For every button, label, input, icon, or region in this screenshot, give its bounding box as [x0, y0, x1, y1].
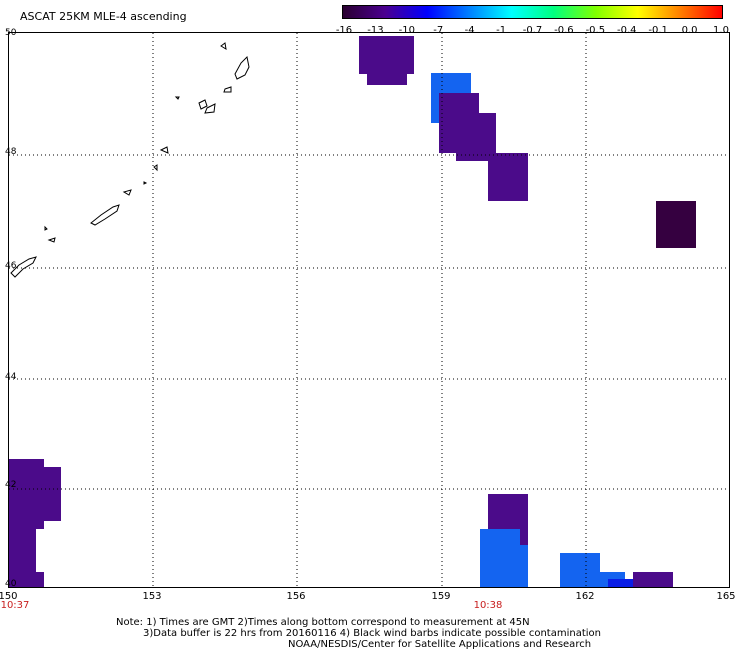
- color-scale-label: -0.1: [648, 25, 668, 36]
- island-outline: [198, 99, 208, 110]
- color-scale-label: -4: [464, 25, 475, 36]
- island-outline: [44, 225, 48, 231]
- swath-cell: [488, 153, 528, 201]
- color-scale-label: -1: [496, 25, 507, 36]
- color-scale-label: -0.5: [585, 25, 606, 36]
- swath-cell: [9, 467, 61, 521]
- lon-label: 165: [716, 591, 736, 602]
- color-scale-label: -10: [398, 25, 415, 36]
- footer-credit: NOAA/NESDIS/Center for Satellite Applica…: [288, 639, 592, 650]
- island-outline: [159, 146, 169, 154]
- island-outline: [204, 103, 216, 114]
- swath-cell: [9, 538, 19, 573]
- lon-label: 159: [431, 591, 451, 602]
- lon-label: 153: [142, 591, 162, 602]
- graticule: [9, 33, 729, 587]
- island-outline: [47, 237, 56, 243]
- lat-label: 44: [5, 372, 17, 382]
- lat-label: 50: [5, 28, 17, 38]
- footer-note-2: 3)Data buffer is 22 hrs from 20160116 4)…: [143, 628, 601, 639]
- lat-label: 40: [5, 579, 17, 589]
- lat-label: 46: [5, 261, 17, 271]
- lon-label: 162: [575, 591, 595, 602]
- footer-note-1: Note: 1) Times are GMT 2)Times along bot…: [116, 617, 530, 628]
- island-outline: [90, 204, 120, 226]
- coastlines: [10, 42, 250, 278]
- map-panel: [8, 32, 730, 588]
- swath-cell: [480, 529, 520, 549]
- lat-label: 42: [5, 480, 17, 490]
- swath-cell: [656, 201, 696, 248]
- map-svg: [9, 33, 729, 587]
- lat-label: 48: [5, 147, 17, 157]
- swath-cell: [367, 63, 407, 85]
- swath-cell: [633, 572, 673, 587]
- swath-cell: [560, 553, 600, 587]
- lon-label: 150: [0, 591, 18, 602]
- island-outline: [122, 189, 132, 196]
- island-outline: [153, 164, 158, 172]
- swath-cell: [480, 545, 528, 587]
- color-scale-label: -0.7: [522, 25, 543, 36]
- color-scale-label: -0.6: [554, 25, 574, 36]
- island-outline: [220, 42, 227, 50]
- island-outline: [143, 181, 148, 185]
- color-scale-label: 1.0: [713, 25, 729, 36]
- island-outline: [234, 55, 250, 80]
- time-label: 10:37: [0, 600, 30, 611]
- swath-cell: [9, 572, 44, 587]
- island-outline: [174, 96, 180, 100]
- data-swaths: [9, 36, 696, 587]
- color-scale-label: 0.0: [681, 25, 698, 36]
- time-label: 10:38: [473, 600, 503, 611]
- chart-title: ASCAT 25KM MLE-4 ascending: [20, 10, 187, 23]
- color-scale-label: -13: [367, 25, 384, 36]
- color-scale-label: -7: [433, 25, 444, 36]
- island-outline: [10, 256, 37, 278]
- color-scale-bar: [342, 5, 723, 19]
- swath-cell: [608, 579, 638, 587]
- color-scale-label: -16: [335, 25, 353, 36]
- color-scale-label: -0.4: [616, 25, 637, 36]
- lon-label: 156: [286, 591, 306, 602]
- island-outline: [223, 86, 232, 93]
